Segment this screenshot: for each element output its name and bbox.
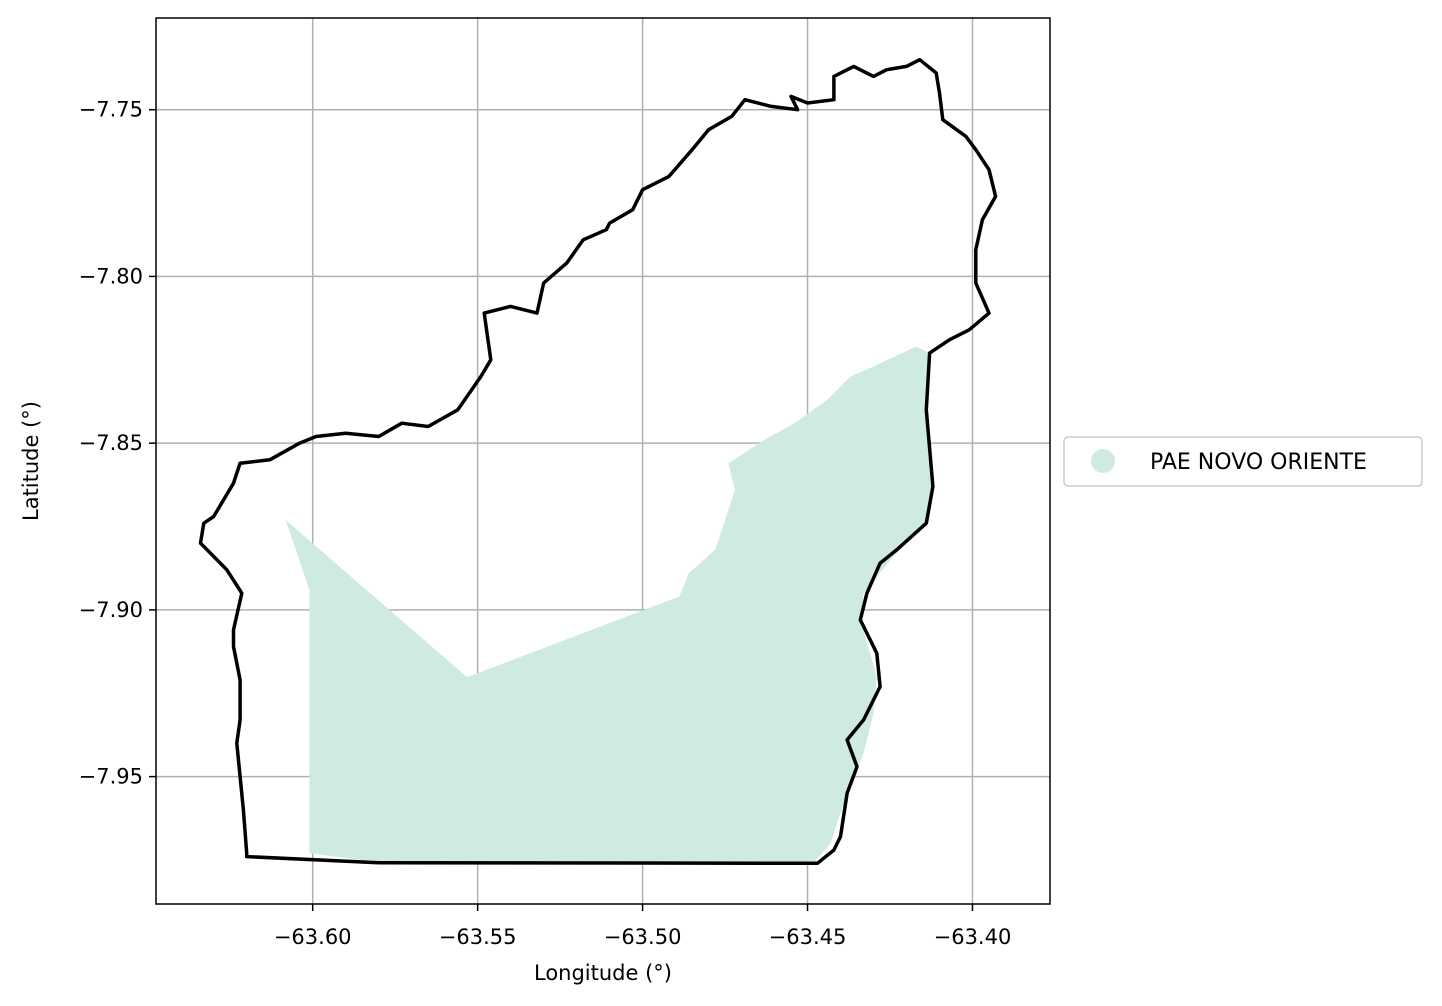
x-tick-label: −63.55 — [439, 925, 517, 949]
y-tick-label: −7.80 — [79, 264, 143, 288]
legend-marker — [1091, 449, 1115, 473]
y-tick-label: −7.75 — [79, 98, 143, 122]
axis-ticks: −63.60 −63.55 −63.50 −63.45 −63.40 −7.75 −7.80… — [79, 98, 1012, 949]
plot-area-frame — [155, 17, 1051, 905]
x-tick-label: −63.60 — [274, 925, 352, 949]
legend-label: PAE NOVO ORIENTE — [1150, 450, 1367, 475]
x-tick-label: −63.50 — [604, 925, 682, 949]
y-tick-label: −7.95 — [79, 765, 143, 789]
legend-frame — [1063, 436, 1423, 487]
area-polygon — [285, 346, 933, 863]
x-tick-label: −63.40 — [934, 925, 1012, 949]
x-tick-label: −63.45 — [769, 925, 847, 949]
x-axis-title: Longitude (°) — [534, 961, 672, 985]
grid-lines — [156, 18, 1050, 904]
map-shapes — [198, 57, 998, 866]
y-axis-title: Latitude (°) — [19, 401, 43, 521]
y-tick-label: −7.85 — [79, 431, 143, 455]
y-tick-label: −7.90 — [79, 598, 143, 622]
boundary-outline — [198, 57, 998, 866]
legend: PAE NOVO ORIENTE — [1063, 436, 1423, 487]
